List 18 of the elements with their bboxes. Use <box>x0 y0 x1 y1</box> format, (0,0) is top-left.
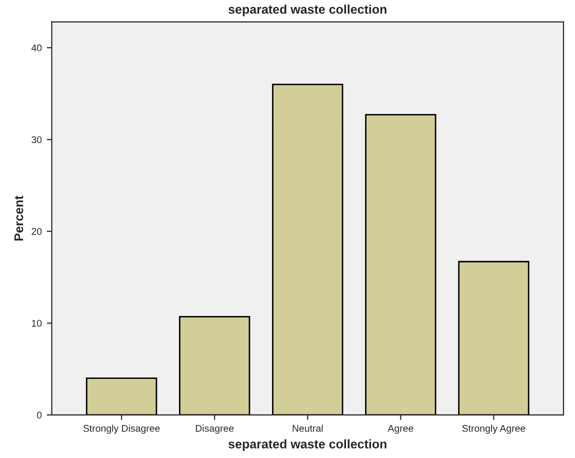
y-tick-label: 40 <box>31 44 42 52</box>
bar <box>178 316 250 415</box>
y-tick-label: 10 <box>32 320 42 327</box>
x-tick-label: Strongly Agree <box>462 424 526 434</box>
x-tick-label: Disagree <box>196 424 234 434</box>
bar <box>272 84 344 415</box>
y-axis-title: Percent <box>14 196 24 241</box>
bar <box>365 114 436 415</box>
x-tick-label: Agree <box>388 425 414 434</box>
bar <box>458 260 530 415</box>
bar <box>86 378 158 415</box>
y-tick-label: 30 <box>32 136 42 144</box>
x-axis-title: separated waste collection <box>228 439 386 451</box>
x-tick-label: Neutral <box>292 424 323 432</box>
y-tick-label: 0 <box>37 412 42 419</box>
x-tick-label: Strongly Disagree <box>83 424 160 434</box>
chart-title: separated waste collection <box>228 4 386 16</box>
y-tick-label: 20 <box>32 228 42 235</box>
